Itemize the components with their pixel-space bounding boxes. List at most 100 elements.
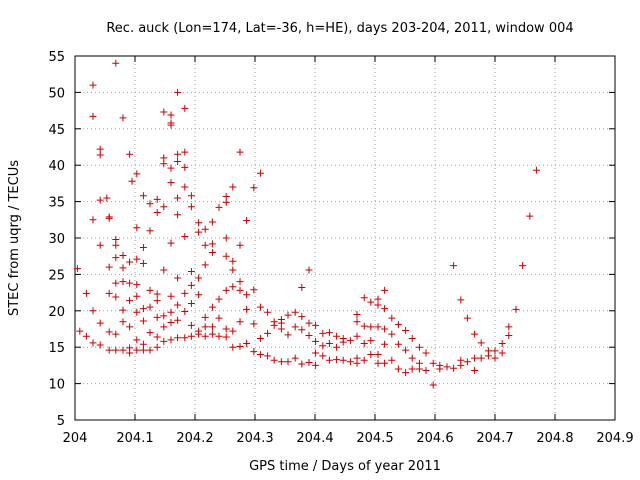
- data-point: [174, 158, 182, 166]
- data-point: [215, 203, 223, 211]
- data-point: [133, 255, 141, 263]
- data-point: [463, 314, 471, 322]
- data-point: [333, 332, 341, 340]
- data-point: [105, 263, 113, 271]
- data-point: [119, 346, 127, 354]
- data-point: [457, 296, 465, 304]
- data-point: [360, 294, 368, 302]
- data-point: [415, 343, 423, 351]
- data-point: [222, 333, 230, 341]
- data-point: [174, 274, 182, 282]
- data-point: [89, 81, 97, 89]
- data-point: [319, 352, 327, 360]
- data-point: [174, 88, 182, 96]
- data-point: [222, 325, 230, 333]
- data-point: [128, 177, 136, 185]
- data-point: [222, 234, 230, 242]
- data-point: [160, 108, 168, 116]
- data-point: [277, 358, 285, 366]
- data-point: [201, 261, 209, 269]
- x-tick-labels: 204 204.1 204.2 204.3 204.4 204.5 204.6 204.7 20…: [63, 431, 634, 446]
- data-point: [291, 323, 299, 331]
- data-point: [187, 281, 195, 289]
- data-point: [167, 121, 175, 129]
- data-point: [291, 354, 299, 362]
- data-point: [126, 150, 134, 158]
- x-tick-label: 204.6: [416, 431, 453, 446]
- x-tick-label: 204.4: [296, 431, 333, 446]
- data-point: [250, 184, 258, 192]
- data-point: [512, 305, 520, 313]
- data-point: [167, 111, 175, 119]
- chart-title: Rec. auck (Lon=174, Lat=-36, h=HE), days…: [106, 21, 573, 36]
- data-point: [133, 346, 141, 354]
- data-point: [139, 346, 147, 354]
- y-tick-labels: 5 10 15 20 25 30 35 40 45 50 55: [48, 50, 65, 429]
- data-point: [408, 334, 416, 342]
- data-point: [215, 332, 223, 340]
- data-point: [139, 243, 147, 251]
- data-point: [381, 359, 389, 367]
- data-point: [305, 266, 313, 274]
- data-point: [119, 114, 127, 122]
- data-point: [256, 350, 264, 358]
- data-point: [256, 169, 264, 177]
- data-point: [325, 340, 333, 348]
- data-point: [76, 327, 84, 335]
- data-point: [236, 318, 244, 326]
- data-point: [201, 332, 209, 340]
- data-point: [133, 224, 141, 232]
- data-point: [277, 325, 285, 333]
- data-point: [105, 289, 113, 297]
- data-point: [139, 192, 147, 200]
- data-point: [402, 326, 410, 334]
- y-tick-label: 30: [48, 232, 65, 247]
- data-point: [167, 239, 175, 247]
- y-tick-label: 20: [48, 305, 65, 320]
- data-point: [505, 323, 513, 331]
- data-point: [181, 148, 189, 156]
- data-point: [374, 301, 382, 309]
- data-point: [146, 303, 154, 311]
- data-point: [112, 241, 120, 249]
- x-tick-label: 204.5: [356, 431, 393, 446]
- data-point: [477, 339, 485, 347]
- x-tick-label: 204.7: [476, 431, 513, 446]
- data-point: [160, 323, 168, 331]
- data-point: [222, 286, 230, 294]
- data-point: [153, 313, 161, 321]
- data-point: [429, 359, 437, 367]
- data-point: [139, 305, 147, 313]
- data-point: [491, 347, 499, 355]
- data-point: [174, 316, 182, 324]
- data-point: [505, 332, 513, 340]
- data-point: [89, 339, 97, 347]
- data-point: [181, 183, 189, 191]
- data-point: [89, 112, 97, 120]
- data-point: [471, 330, 479, 338]
- data-point: [250, 286, 258, 294]
- data-point: [208, 240, 216, 248]
- data-point: [229, 266, 237, 274]
- x-tick-label: 204.8: [536, 431, 573, 446]
- data-point: [167, 179, 175, 187]
- data-point: [450, 364, 458, 372]
- x-tick-label: 204.9: [596, 431, 633, 446]
- data-point: [160, 266, 168, 274]
- data-point: [284, 358, 292, 366]
- data-point: [394, 321, 402, 329]
- data-point: [105, 214, 113, 222]
- data-point: [103, 194, 111, 202]
- data-point: [174, 301, 182, 309]
- data-point: [236, 278, 244, 286]
- data-point: [126, 258, 134, 266]
- data-point: [187, 321, 195, 329]
- data-point: [243, 305, 251, 313]
- data-point: [305, 319, 313, 327]
- data-point: [422, 366, 430, 374]
- data-point: [167, 292, 175, 300]
- data-point: [139, 259, 147, 267]
- data-point: [208, 249, 216, 257]
- y-tick-label: 5: [57, 414, 65, 429]
- data-point: [408, 365, 416, 373]
